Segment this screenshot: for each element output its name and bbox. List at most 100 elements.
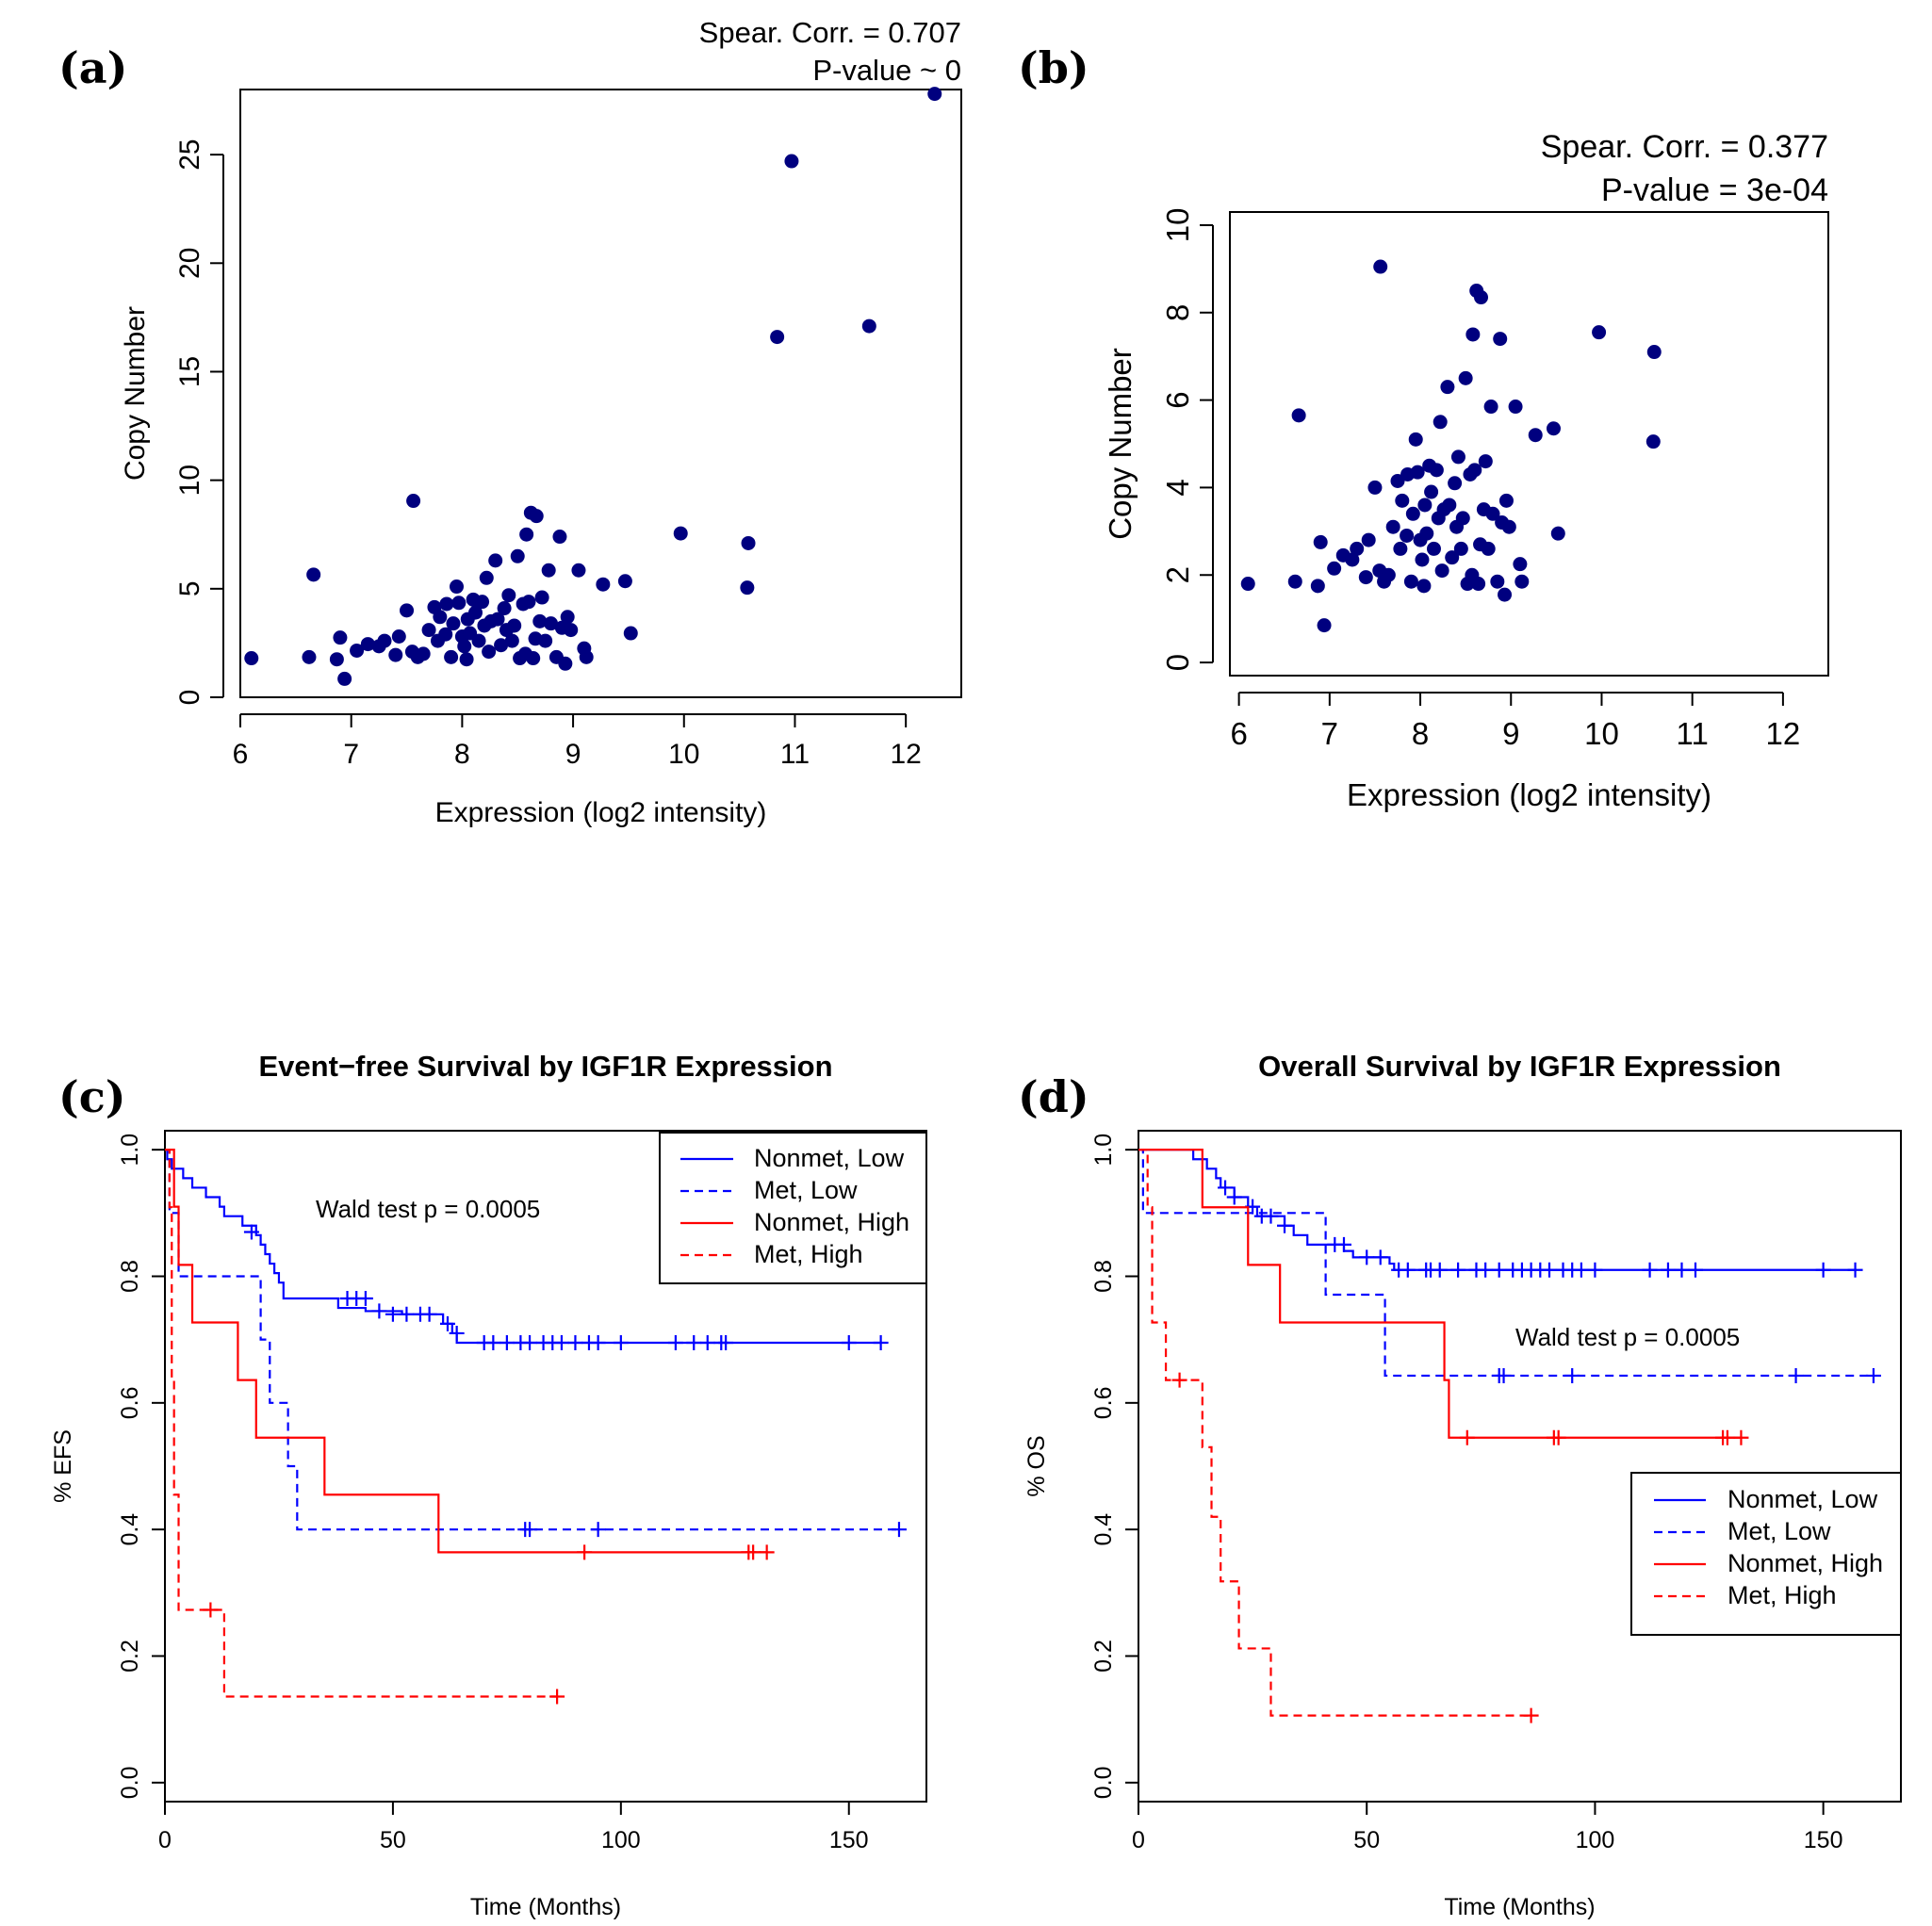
scatter-point (1493, 332, 1508, 347)
x-tick-label: 100 (601, 1827, 641, 1853)
censor-mark (357, 1291, 373, 1306)
km-curve (165, 1149, 881, 1345)
y-axis: 0 5 10 15 20 25 Copy Number (120, 139, 224, 706)
scatter-point (617, 574, 632, 589)
y-tick-label: 10 (1160, 208, 1195, 243)
scatter-point (388, 647, 403, 662)
stat-annotation: Spear. Corr. = 0.707 (699, 16, 961, 49)
x-tick-label: 9 (1502, 716, 1519, 751)
y-tick-label: 0.4 (117, 1513, 143, 1546)
censor-mark (686, 1335, 702, 1351)
censor-mark (873, 1335, 889, 1351)
x-axis: 6 7 8 9 10 11 12 Expression (log2 intensity) (233, 713, 922, 828)
scatter-point (416, 646, 431, 661)
plot-frame (239, 89, 962, 698)
y-tick-label: 0.2 (1090, 1640, 1117, 1673)
scatter-point (306, 567, 321, 582)
scatter-point (1498, 587, 1513, 602)
y-tick-label: 0.0 (1090, 1766, 1117, 1799)
censor-mark (667, 1335, 683, 1351)
scatter-point (1481, 541, 1496, 556)
x-tick-label: 6 (1230, 716, 1247, 751)
censor-mark (1573, 1262, 1589, 1278)
scatter-point (1508, 400, 1523, 415)
plot-frame (1229, 211, 1829, 677)
scatter-point (1361, 532, 1376, 547)
scatter-point (1429, 463, 1444, 478)
scatter-point (507, 618, 522, 633)
x-tick-label: 50 (1353, 1827, 1380, 1853)
scatter-point (302, 649, 317, 664)
scatter-point (468, 605, 483, 620)
censor-mark (399, 1306, 415, 1322)
km-series-nonmet-low (1138, 1149, 1863, 1278)
x-axis: 0 50 100 150 Time (Months) (1132, 1802, 1843, 1920)
scatter-point (482, 645, 497, 660)
x-tick-label: 11 (1677, 716, 1709, 751)
km-series-met-low (165, 1149, 907, 1538)
scatter-point (501, 588, 516, 603)
stat-annotation: Spear. Corr. = 0.377 (1541, 129, 1828, 165)
censor-mark (1335, 1236, 1351, 1252)
scatter-panel-a: (a) Spear. Corr. = 0.707 P-value ~ 0 6 7 8 9 10… (58, 16, 962, 828)
y-tick-label: 1.0 (1090, 1134, 1117, 1167)
scatter-point (421, 623, 436, 638)
censor-mark (1226, 1189, 1242, 1205)
scatter-point (579, 649, 594, 664)
scatter-point (1390, 473, 1405, 488)
scatter-point (510, 548, 525, 563)
censor-mark (718, 1335, 734, 1351)
y-tick-label: 15 (174, 356, 205, 387)
scatter-point (451, 596, 467, 611)
x-tick-label: 6 (233, 739, 249, 770)
scatter-point (439, 596, 454, 612)
censor-mark (1541, 1262, 1557, 1278)
scatter-point (1471, 577, 1486, 592)
km-series-met-high (165, 1149, 565, 1705)
scatter-point (1501, 519, 1516, 534)
scatter-point (1592, 325, 1607, 340)
scatter-point (1424, 484, 1439, 499)
y-tick-label: 6 (1160, 391, 1195, 408)
panel-label: (a) (58, 42, 127, 93)
censor-mark (1432, 1262, 1448, 1278)
stat-annotation: P-value ~ 0 (812, 54, 961, 87)
scatter-point (391, 629, 406, 644)
scatter-point (1445, 550, 1460, 565)
scatter-point (532, 613, 548, 628)
scatter-point (861, 318, 876, 334)
scatter-point (1465, 327, 1481, 342)
x-tick-label: 12 (890, 739, 921, 770)
x-tick-label: 150 (829, 1827, 869, 1853)
censor-mark (1359, 1249, 1375, 1265)
panel-label: (b) (1018, 42, 1089, 93)
x-axis-label: Expression (log2 intensity) (435, 797, 767, 828)
km-curve (165, 1149, 558, 1698)
censor-mark (485, 1335, 501, 1351)
censor-mark (1688, 1262, 1704, 1278)
censor-mark (1263, 1208, 1279, 1224)
legend-entry: Met, Low (754, 1176, 858, 1204)
censor-mark (1587, 1262, 1603, 1278)
y-tick-label: 0.6 (117, 1386, 143, 1419)
y-tick-label: 0 (174, 690, 205, 706)
scatter-point (1442, 498, 1457, 513)
y-axis-label: Copy Number (120, 306, 151, 481)
scatter-point (1313, 534, 1328, 549)
censor-mark (1847, 1262, 1863, 1278)
scatter-point (479, 570, 494, 585)
x-tick-label: 150 (1804, 1827, 1843, 1853)
scatter-point (360, 637, 375, 652)
scatter-point (529, 509, 544, 524)
km-curve (165, 1149, 767, 1554)
scatter-panel-b: (b) Spear. Corr. = 0.377 P-value = 3e-04 6 7… (1018, 42, 1829, 812)
scatter-point (1405, 506, 1420, 521)
scatter-point (1317, 618, 1332, 633)
legend: Nonmet, Low Met, Low Nonmet, High Met, High (1630, 1472, 1902, 1636)
scatter-point (444, 649, 459, 664)
y-axis-label: Copy Number (1103, 348, 1138, 540)
legend-box (659, 1132, 927, 1284)
scatter-point (406, 494, 421, 509)
x-tick-label: 8 (454, 739, 470, 770)
